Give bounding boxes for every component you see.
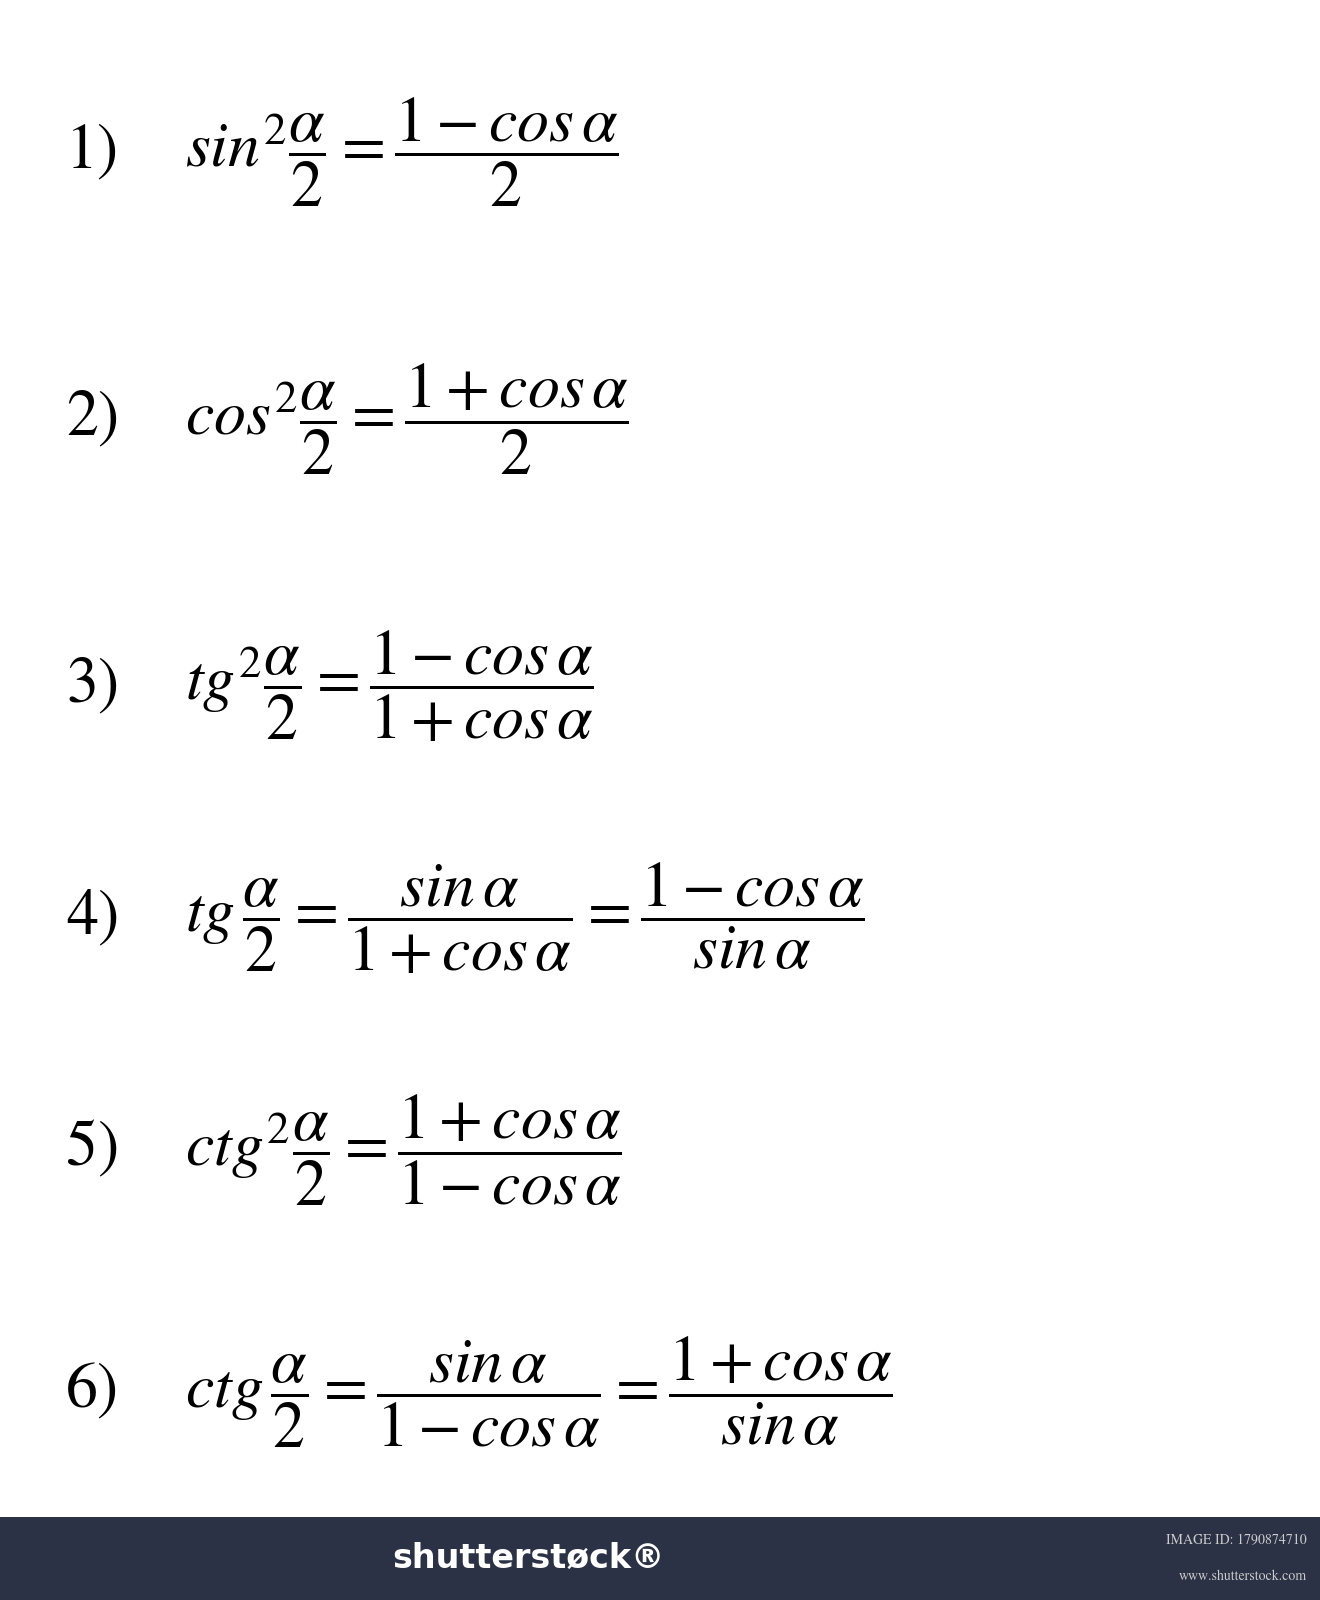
Text: 3): 3): [66, 658, 119, 715]
Text: $\mathit{tg}^2\dfrac{\alpha}{2} = \dfrac{1-\mathit{cos}\,\alpha}{1+\mathit{cos}\: $\mathit{tg}^2\dfrac{\alpha}{2} = \dfrac…: [185, 629, 593, 744]
Text: IMAGE ID: 1790874710: IMAGE ID: 1790874710: [1166, 1533, 1307, 1547]
FancyBboxPatch shape: [0, 1517, 1320, 1600]
Text: shutterstøck®: shutterstøck®: [392, 1542, 664, 1574]
Text: $\mathit{ctg}^2\dfrac{\alpha}{2} = \dfrac{1+\mathit{cos}\,\alpha}{1-\mathit{cos}: $\mathit{ctg}^2\dfrac{\alpha}{2} = \dfra…: [185, 1093, 622, 1208]
Text: 4): 4): [66, 890, 119, 947]
Text: $\mathit{cos}^2\dfrac{\alpha}{2} = \dfrac{1+\mathit{cos}\,\alpha}{2}$: $\mathit{cos}^2\dfrac{\alpha}{2} = \dfra…: [185, 362, 628, 477]
Text: www.shutterstock.com: www.shutterstock.com: [1179, 1570, 1307, 1584]
Text: $\mathit{ctg}\,\dfrac{\alpha}{2} = \dfrac{\mathit{sin}\,\alpha}{1-\mathit{cos}\,: $\mathit{ctg}\,\dfrac{\alpha}{2} = \dfra…: [185, 1334, 892, 1450]
Text: 2): 2): [66, 390, 119, 448]
Text: $\mathit{sin}^2\dfrac{\alpha}{2} = \dfrac{1-\mathit{cos}\,\alpha}{2}$: $\mathit{sin}^2\dfrac{\alpha}{2} = \dfra…: [185, 94, 618, 210]
Text: $\mathit{tg}\,\dfrac{\alpha}{2} = \dfrac{\mathit{sin}\,\alpha}{1+\mathit{cos}\,\: $\mathit{tg}\,\dfrac{\alpha}{2} = \dfrac…: [185, 861, 865, 976]
Text: 1): 1): [66, 123, 119, 181]
Text: 5): 5): [66, 1122, 119, 1179]
Text: 6): 6): [66, 1363, 119, 1421]
